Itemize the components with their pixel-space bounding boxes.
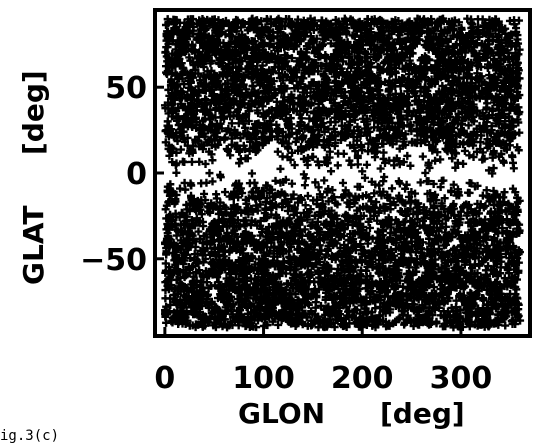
data-point	[514, 16, 523, 25]
data-point	[246, 137, 255, 146]
data-point	[258, 61, 267, 70]
data-point	[180, 80, 189, 89]
data-point	[307, 128, 316, 137]
data-point	[273, 147, 282, 156]
data-points	[160, 14, 525, 332]
data-point	[284, 95, 293, 104]
data-point	[460, 146, 469, 155]
data-point	[454, 18, 463, 27]
data-point	[501, 39, 510, 48]
